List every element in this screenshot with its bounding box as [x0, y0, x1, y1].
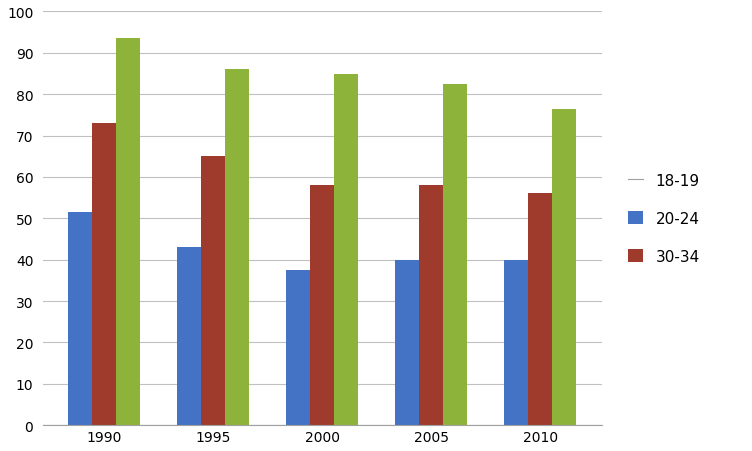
Bar [443, 85, 467, 425]
Bar [396, 260, 420, 425]
Bar [311, 186, 335, 425]
Legend: 18-19, 20-24, 30-34: 18-19, 20-24, 30-34 [620, 166, 708, 272]
Bar [177, 248, 202, 425]
Bar [287, 271, 311, 425]
Bar [92, 124, 117, 425]
Bar [117, 39, 141, 425]
Bar [420, 186, 443, 425]
Bar [505, 260, 528, 425]
Bar [335, 74, 358, 425]
Bar [552, 110, 576, 425]
Bar [202, 157, 226, 425]
Bar [528, 194, 552, 425]
Bar [226, 70, 250, 425]
Bar [68, 212, 92, 425]
